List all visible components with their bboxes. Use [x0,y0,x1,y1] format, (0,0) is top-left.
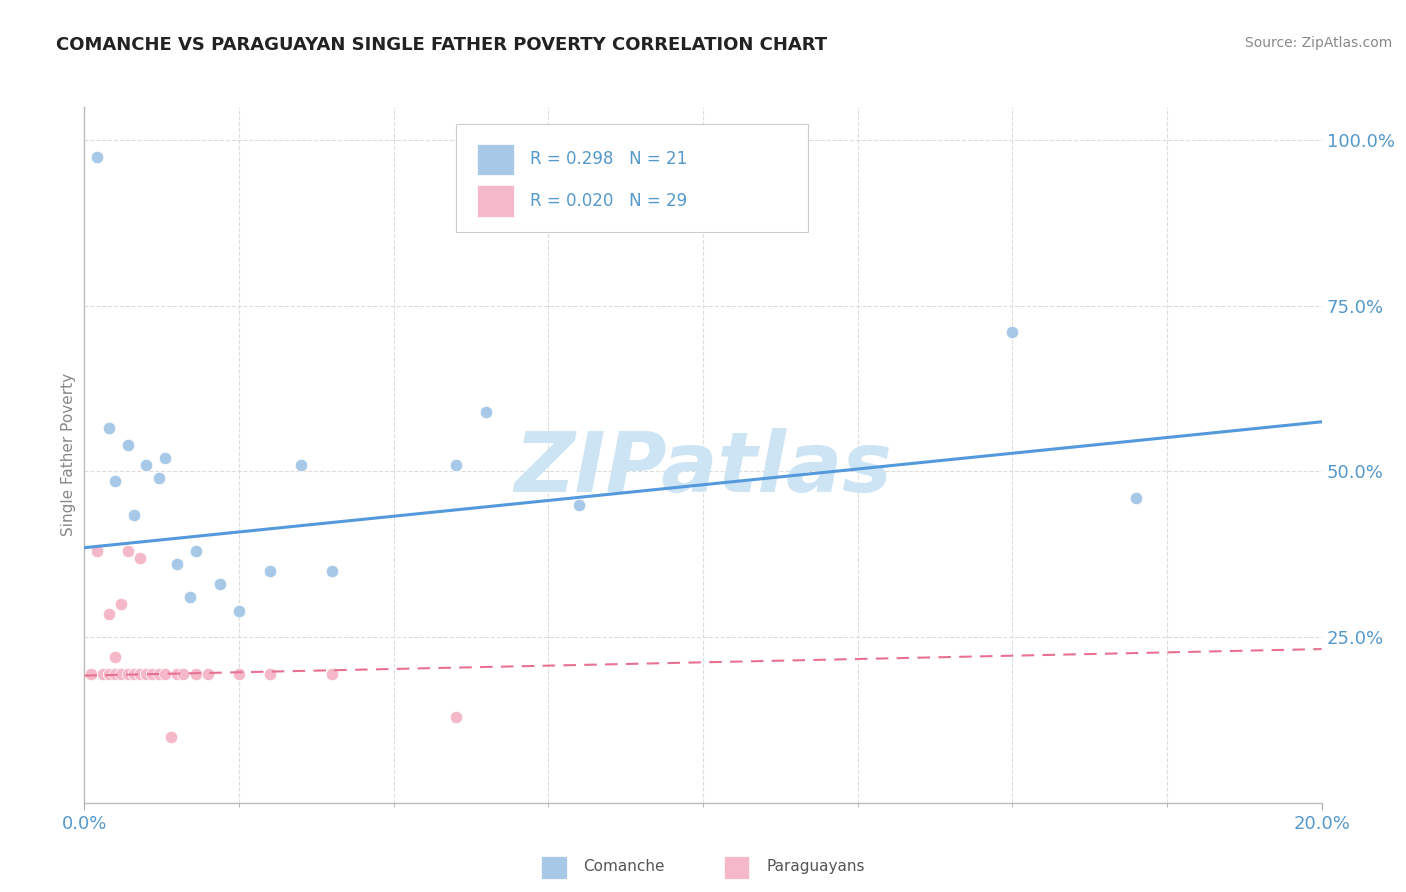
Point [117,438,139,452]
Point [321,564,343,578]
Point [228,666,250,681]
Point [228,604,250,618]
Point [135,666,157,681]
Point [148,666,170,681]
Point [117,666,139,681]
Point [444,709,467,723]
Point [184,544,207,558]
Text: ZIPatlas: ZIPatlas [515,428,891,509]
Point [153,666,176,681]
Point [179,591,201,605]
Point [79,666,101,681]
Text: R = 0.298   N = 21: R = 0.298 N = 21 [530,150,688,169]
Point [148,471,170,485]
Point [110,597,132,611]
Point [86,544,108,558]
Point [135,458,157,472]
Point [98,421,121,435]
Point [166,558,188,572]
Point [153,451,176,466]
Point [444,458,467,472]
Point [91,666,114,681]
Point [135,666,157,681]
Text: Comanche: Comanche [583,859,665,873]
Point [98,666,121,681]
Point [166,666,188,681]
Bar [477,144,513,175]
Point [122,666,145,681]
Point [104,650,127,665]
Text: R = 0.020   N = 29: R = 0.020 N = 29 [530,192,688,210]
Point [475,405,498,419]
Point [1001,326,1024,340]
Point [184,666,207,681]
Point [160,730,183,744]
Point [122,666,145,681]
Point [568,498,591,512]
Point [197,666,219,681]
Point [86,150,108,164]
Point [321,666,343,681]
Bar [477,186,513,217]
Point [141,666,163,681]
Point [172,666,194,681]
Point [117,544,139,558]
Text: COMANCHE VS PARAGUAYAN SINGLE FATHER POVERTY CORRELATION CHART: COMANCHE VS PARAGUAYAN SINGLE FATHER POV… [56,36,827,54]
Y-axis label: Single Father Poverty: Single Father Poverty [60,374,76,536]
Point [104,666,127,681]
FancyBboxPatch shape [456,124,808,232]
Text: Source: ZipAtlas.com: Source: ZipAtlas.com [1244,36,1392,50]
Text: Paraguayans: Paraguayans [766,859,865,873]
Point [1125,491,1147,505]
Point [104,475,127,489]
Point [122,508,145,522]
Point [129,666,152,681]
Point [259,666,281,681]
Point [209,577,232,591]
Point [259,564,281,578]
Point [290,458,312,472]
Point [110,666,132,681]
Point [129,550,152,565]
Point [98,607,121,621]
